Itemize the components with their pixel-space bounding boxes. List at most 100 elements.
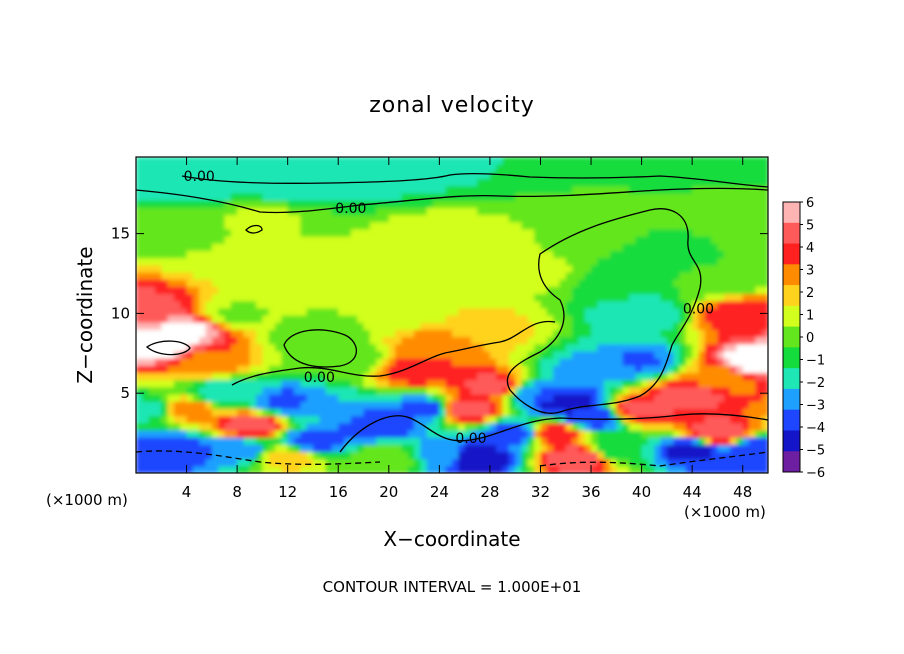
heat-cell bbox=[483, 214, 491, 223]
heat-cell bbox=[287, 336, 295, 345]
heat-cell bbox=[761, 171, 768, 180]
heat-cell bbox=[610, 257, 617, 266]
heat-cell bbox=[319, 236, 327, 244]
heat-cell bbox=[325, 401, 333, 409]
heat-cell bbox=[717, 293, 725, 302]
heat-cell bbox=[641, 322, 649, 330]
heat-cell bbox=[218, 365, 226, 374]
heat-cell bbox=[268, 386, 276, 395]
contour-label: 0.00 bbox=[184, 169, 215, 185]
heat-cell bbox=[395, 192, 403, 201]
heat-cell bbox=[527, 315, 535, 323]
heat-cell bbox=[376, 279, 384, 287]
heat-cell bbox=[622, 207, 630, 216]
heat-cell bbox=[420, 372, 428, 381]
heat-cell bbox=[395, 171, 403, 180]
heat-cell bbox=[426, 408, 434, 417]
heat-cell bbox=[761, 200, 768, 208]
heat-cell bbox=[685, 322, 693, 330]
heat-cell bbox=[704, 257, 712, 266]
heat-cell bbox=[730, 250, 737, 259]
heat-cell bbox=[357, 250, 365, 259]
heat-cell bbox=[319, 157, 327, 165]
heat-cell bbox=[388, 286, 396, 295]
heat-cell bbox=[559, 329, 567, 338]
heat-cell bbox=[148, 293, 156, 302]
heat-cell bbox=[489, 437, 497, 445]
heat-cell bbox=[704, 293, 712, 302]
heat-cell bbox=[458, 171, 466, 180]
heat-cell bbox=[496, 336, 504, 345]
heat-cell bbox=[698, 171, 706, 180]
heat-cell bbox=[755, 214, 763, 223]
heat-cell bbox=[489, 415, 497, 424]
heat-cell bbox=[218, 271, 226, 280]
heat-cell bbox=[344, 271, 352, 280]
heat-cell bbox=[565, 279, 573, 287]
heat-cell bbox=[660, 315, 668, 323]
heat-cell bbox=[584, 336, 592, 345]
heat-cell bbox=[439, 401, 447, 409]
heat-cell bbox=[275, 386, 282, 395]
heat-cell bbox=[572, 408, 579, 417]
heat-cell bbox=[287, 465, 295, 473]
heat-cell bbox=[711, 401, 719, 409]
heat-cell bbox=[382, 444, 390, 453]
heat-cell bbox=[521, 286, 529, 295]
heat-cell bbox=[211, 465, 219, 473]
heat-cell bbox=[458, 465, 466, 473]
heat-cell bbox=[249, 429, 257, 438]
heat-cell bbox=[515, 171, 523, 180]
heat-cell bbox=[755, 279, 763, 287]
heat-cell bbox=[622, 271, 630, 280]
heat-cell bbox=[546, 394, 554, 402]
heat-cell bbox=[717, 164, 725, 172]
heat-cell bbox=[281, 279, 289, 287]
heat-cell bbox=[635, 451, 643, 460]
heat-cell bbox=[458, 386, 466, 395]
heat-cell bbox=[685, 271, 693, 280]
heat-cell bbox=[414, 343, 421, 352]
heat-cell bbox=[401, 415, 409, 424]
heat-cell bbox=[167, 444, 175, 453]
colorbar-label: 0 bbox=[806, 331, 814, 346]
heat-cell bbox=[527, 200, 535, 208]
heat-cell bbox=[205, 279, 213, 287]
heat-cell bbox=[148, 372, 156, 381]
heat-cell bbox=[546, 257, 554, 266]
heat-cell bbox=[180, 279, 188, 287]
heat-cell bbox=[572, 157, 579, 165]
heat-cell bbox=[622, 465, 630, 473]
heat-cell bbox=[192, 164, 200, 172]
heat-cell bbox=[243, 386, 251, 395]
heat-cell bbox=[312, 221, 320, 230]
heat-cell bbox=[749, 300, 756, 309]
heat-cell bbox=[553, 164, 561, 172]
heat-cell bbox=[256, 243, 263, 251]
heat-cell bbox=[192, 379, 200, 388]
heat-cell bbox=[666, 243, 674, 251]
heat-cell bbox=[628, 458, 636, 467]
heat-cell bbox=[534, 415, 542, 424]
heat-cell bbox=[369, 444, 377, 453]
heat-cell bbox=[243, 171, 251, 180]
heat-cell bbox=[294, 444, 301, 453]
heat-cell bbox=[572, 279, 579, 287]
heat-cell bbox=[148, 429, 156, 438]
heat-cell bbox=[275, 286, 282, 295]
heat-cell bbox=[224, 451, 232, 460]
heat-cell bbox=[603, 293, 611, 302]
heat-cell bbox=[685, 408, 693, 417]
heat-cell bbox=[382, 214, 390, 223]
heat-cell bbox=[666, 329, 674, 338]
heat-cell bbox=[692, 343, 700, 352]
heat-cell bbox=[736, 264, 744, 273]
heat-cell bbox=[319, 293, 327, 302]
heat-cell bbox=[496, 228, 504, 237]
heat-cell bbox=[154, 444, 162, 453]
heat-cell bbox=[230, 200, 238, 208]
heat-cell bbox=[540, 401, 548, 409]
heat-cell bbox=[483, 271, 491, 280]
heat-cell bbox=[161, 171, 169, 180]
heat-cell bbox=[325, 408, 333, 417]
